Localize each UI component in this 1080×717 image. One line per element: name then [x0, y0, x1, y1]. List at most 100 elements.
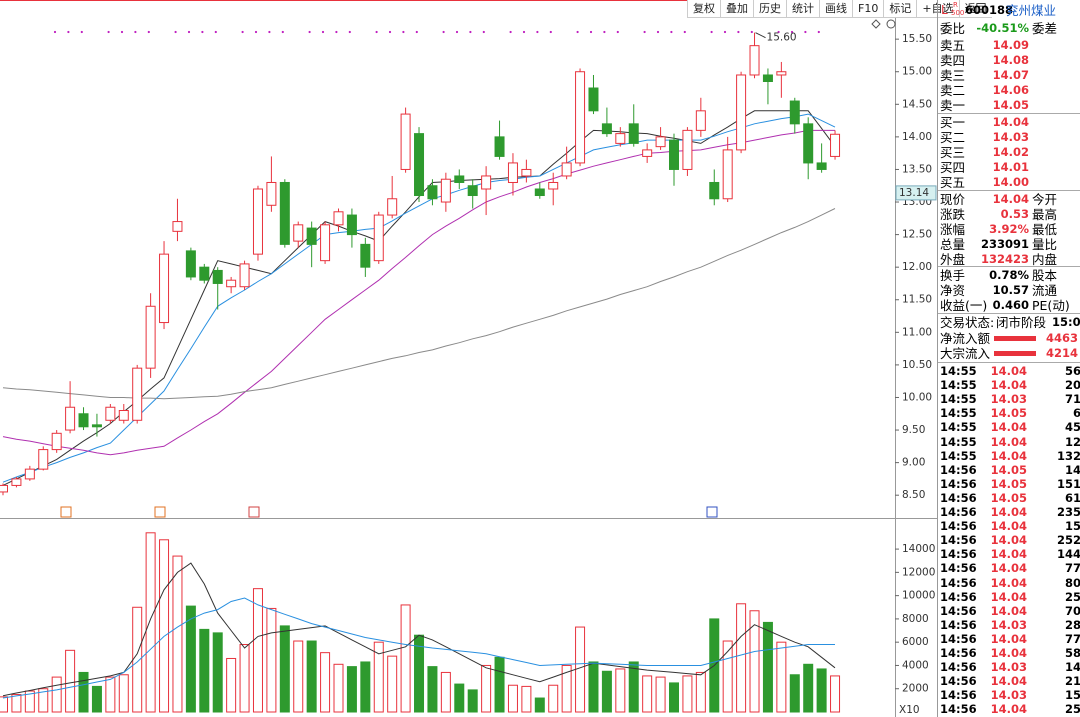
row-label: 涨跌 [940, 207, 966, 222]
trade-volume: 20 [1064, 378, 1080, 393]
event-dot [134, 30, 137, 34]
toolbar-button[interactable]: 复权 [687, 0, 720, 17]
volume-bar [91, 685, 102, 713]
event-dot [442, 30, 445, 34]
volume-bar [655, 676, 666, 713]
candle-body [333, 211, 344, 226]
event-dot [710, 30, 713, 34]
row-label: 买五 [940, 175, 966, 190]
trade-time: 14:56 [940, 589, 977, 604]
icon-circle [886, 19, 896, 29]
candle-body [118, 410, 129, 421]
candle-body [601, 123, 612, 135]
event-dot [321, 30, 325, 34]
trade-volume: 15 [1064, 519, 1080, 534]
trade-time: 14:56 [940, 547, 977, 562]
trade-volume: 77 [1064, 561, 1080, 576]
toolbar-button[interactable]: 返回 [958, 0, 992, 17]
candle-body [199, 266, 210, 281]
volume-average [2, 597, 835, 699]
volume-bar [427, 666, 438, 713]
event-marker [248, 506, 260, 518]
trade-volume: 45 [1064, 420, 1080, 435]
volume-bar [293, 640, 304, 713]
volume-bar [226, 657, 237, 713]
event-marker [154, 506, 166, 518]
volume-bar [306, 640, 317, 713]
candle-body [320, 224, 331, 262]
y-tick-label: 14.00 [902, 131, 932, 143]
flag: L [941, 3, 948, 17]
volume-bar [320, 652, 331, 713]
trade-time: 14:56 [940, 505, 977, 519]
candle-body [682, 129, 693, 170]
volume-bar [789, 674, 800, 713]
event-dot [683, 30, 686, 34]
candle-body [709, 181, 720, 200]
volume-bar [118, 674, 129, 713]
row-value: 132423 [980, 252, 1029, 266]
row-label: 卖四 [940, 53, 966, 68]
candle-body [38, 449, 49, 470]
volume-bar [212, 632, 223, 713]
y-tick-label: 12000 [902, 566, 935, 578]
candle-body [575, 71, 586, 164]
trade-price: 14.04 [990, 589, 1027, 604]
y-tick-label: 15.50 [902, 33, 932, 45]
event-dot [549, 30, 552, 34]
volume-bar [695, 671, 706, 713]
candle-body [803, 123, 814, 164]
volume-bar [239, 644, 250, 713]
trade-price: 14.03 [990, 392, 1027, 407]
candle-body [534, 188, 545, 197]
trade-volume: 58 [1064, 646, 1080, 660]
candle-body [789, 100, 800, 125]
event-marker [60, 506, 72, 518]
candle-body [185, 250, 196, 278]
trade-volume: 25 [1064, 702, 1080, 717]
row-label: 卖五 [940, 38, 966, 53]
row-tail: 股本 [1032, 268, 1058, 283]
candle-body [400, 113, 411, 170]
trade-time: 14:55 [940, 406, 977, 421]
event-dot [576, 30, 579, 34]
volume-bar [400, 604, 411, 713]
row-tail: PE(动) [1032, 298, 1070, 313]
candle-body [132, 367, 143, 421]
toolbar-button[interactable]: 统计 [786, 0, 819, 17]
row-value: 233091 [980, 237, 1029, 251]
separator [938, 313, 1080, 314]
candle-body [736, 74, 747, 151]
y-tick-label: 11.00 [902, 326, 932, 338]
trade-time: 14:56 [940, 575, 977, 590]
volume-bar [78, 671, 89, 713]
toolbar-button[interactable]: 叠加 [720, 0, 753, 17]
row-value: 14.08 [992, 53, 1029, 67]
toolbar-button[interactable]: 历史 [753, 0, 786, 17]
volume-bar [776, 641, 787, 713]
event-dot [616, 30, 619, 34]
volume-bar [387, 655, 398, 713]
toolbar-button[interactable]: 标记 [883, 0, 916, 17]
toolbar-button[interactable]: 画线 [819, 0, 852, 17]
event-dot [402, 30, 405, 34]
candle-body [816, 162, 827, 170]
event-dot [670, 30, 673, 34]
trade-price: 14.04 [990, 561, 1027, 576]
trade-price: 14.05 [990, 490, 1027, 505]
volume-bar [722, 640, 733, 713]
candle-body [830, 133, 841, 157]
volume-bar [561, 664, 572, 713]
row-value: 14.05 [992, 98, 1029, 112]
moving-average [2, 208, 836, 400]
candle-body [414, 133, 425, 197]
trade-price: 14.04 [990, 547, 1027, 562]
candle-body [11, 478, 22, 486]
event-dot [308, 30, 311, 34]
row-tail: 今开 [1032, 192, 1058, 207]
trade-price: 14.05 [990, 406, 1027, 421]
toolbar-button[interactable]: F10 [852, 0, 883, 17]
trade-time: 14:55 [940, 420, 977, 435]
candle-body [762, 74, 773, 82]
y-tick-label: 10.00 [902, 391, 932, 403]
